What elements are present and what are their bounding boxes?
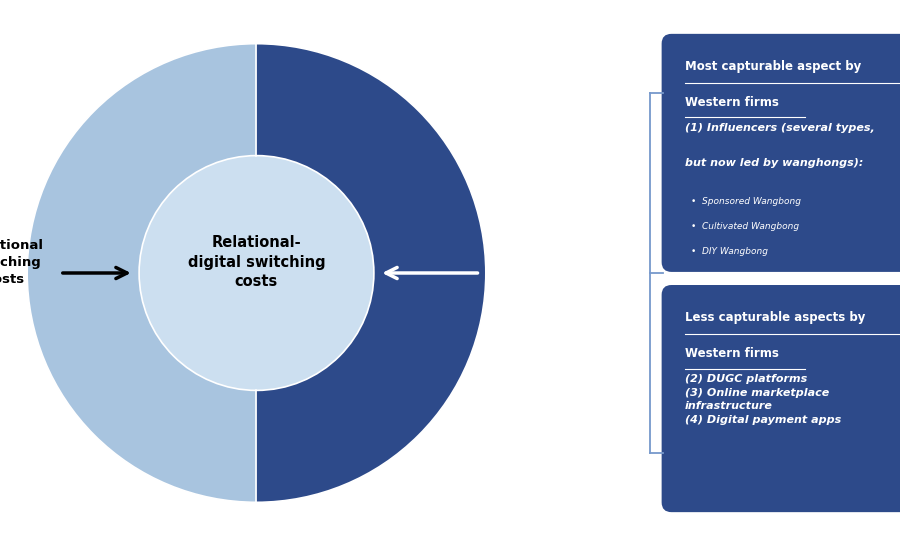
Wedge shape [256,44,486,502]
FancyBboxPatch shape [662,285,900,512]
Text: (2) DUGC platforms
(3) Online marketplace
infrastructure
(4) Digital payment app: (2) DUGC platforms (3) Online marketplac… [685,374,842,425]
Text: but now led by wanghongs):: but now led by wanghongs): [685,158,863,168]
Text: HISS
consumer-
facing
digital
ecosystem: HISS consumer- facing digital ecosystem [502,222,581,302]
Text: Western firms: Western firms [685,96,779,109]
FancyBboxPatch shape [662,34,900,272]
Text: Western firms: Western firms [685,347,779,360]
Text: Relational
switching
costs: Relational switching costs [0,239,43,286]
Text: •  Sponsored Wangbong: • Sponsored Wangbong [690,197,801,205]
Text: (1) Influencers (several types,: (1) Influencers (several types, [685,123,875,133]
Text: Less capturable aspects by: Less capturable aspects by [685,311,866,324]
Text: Relational-
digital switching
costs: Relational- digital switching costs [188,235,325,289]
Text: Most capturable aspect by: Most capturable aspect by [685,60,861,73]
Wedge shape [27,44,256,502]
Text: •  Gift Wangbong: • Gift Wangbong [690,272,769,281]
Circle shape [140,156,374,390]
Text: •  Cultivated Wangbong: • Cultivated Wangbong [690,222,798,230]
Text: •  DIY Wangbong: • DIY Wangbong [690,247,768,256]
